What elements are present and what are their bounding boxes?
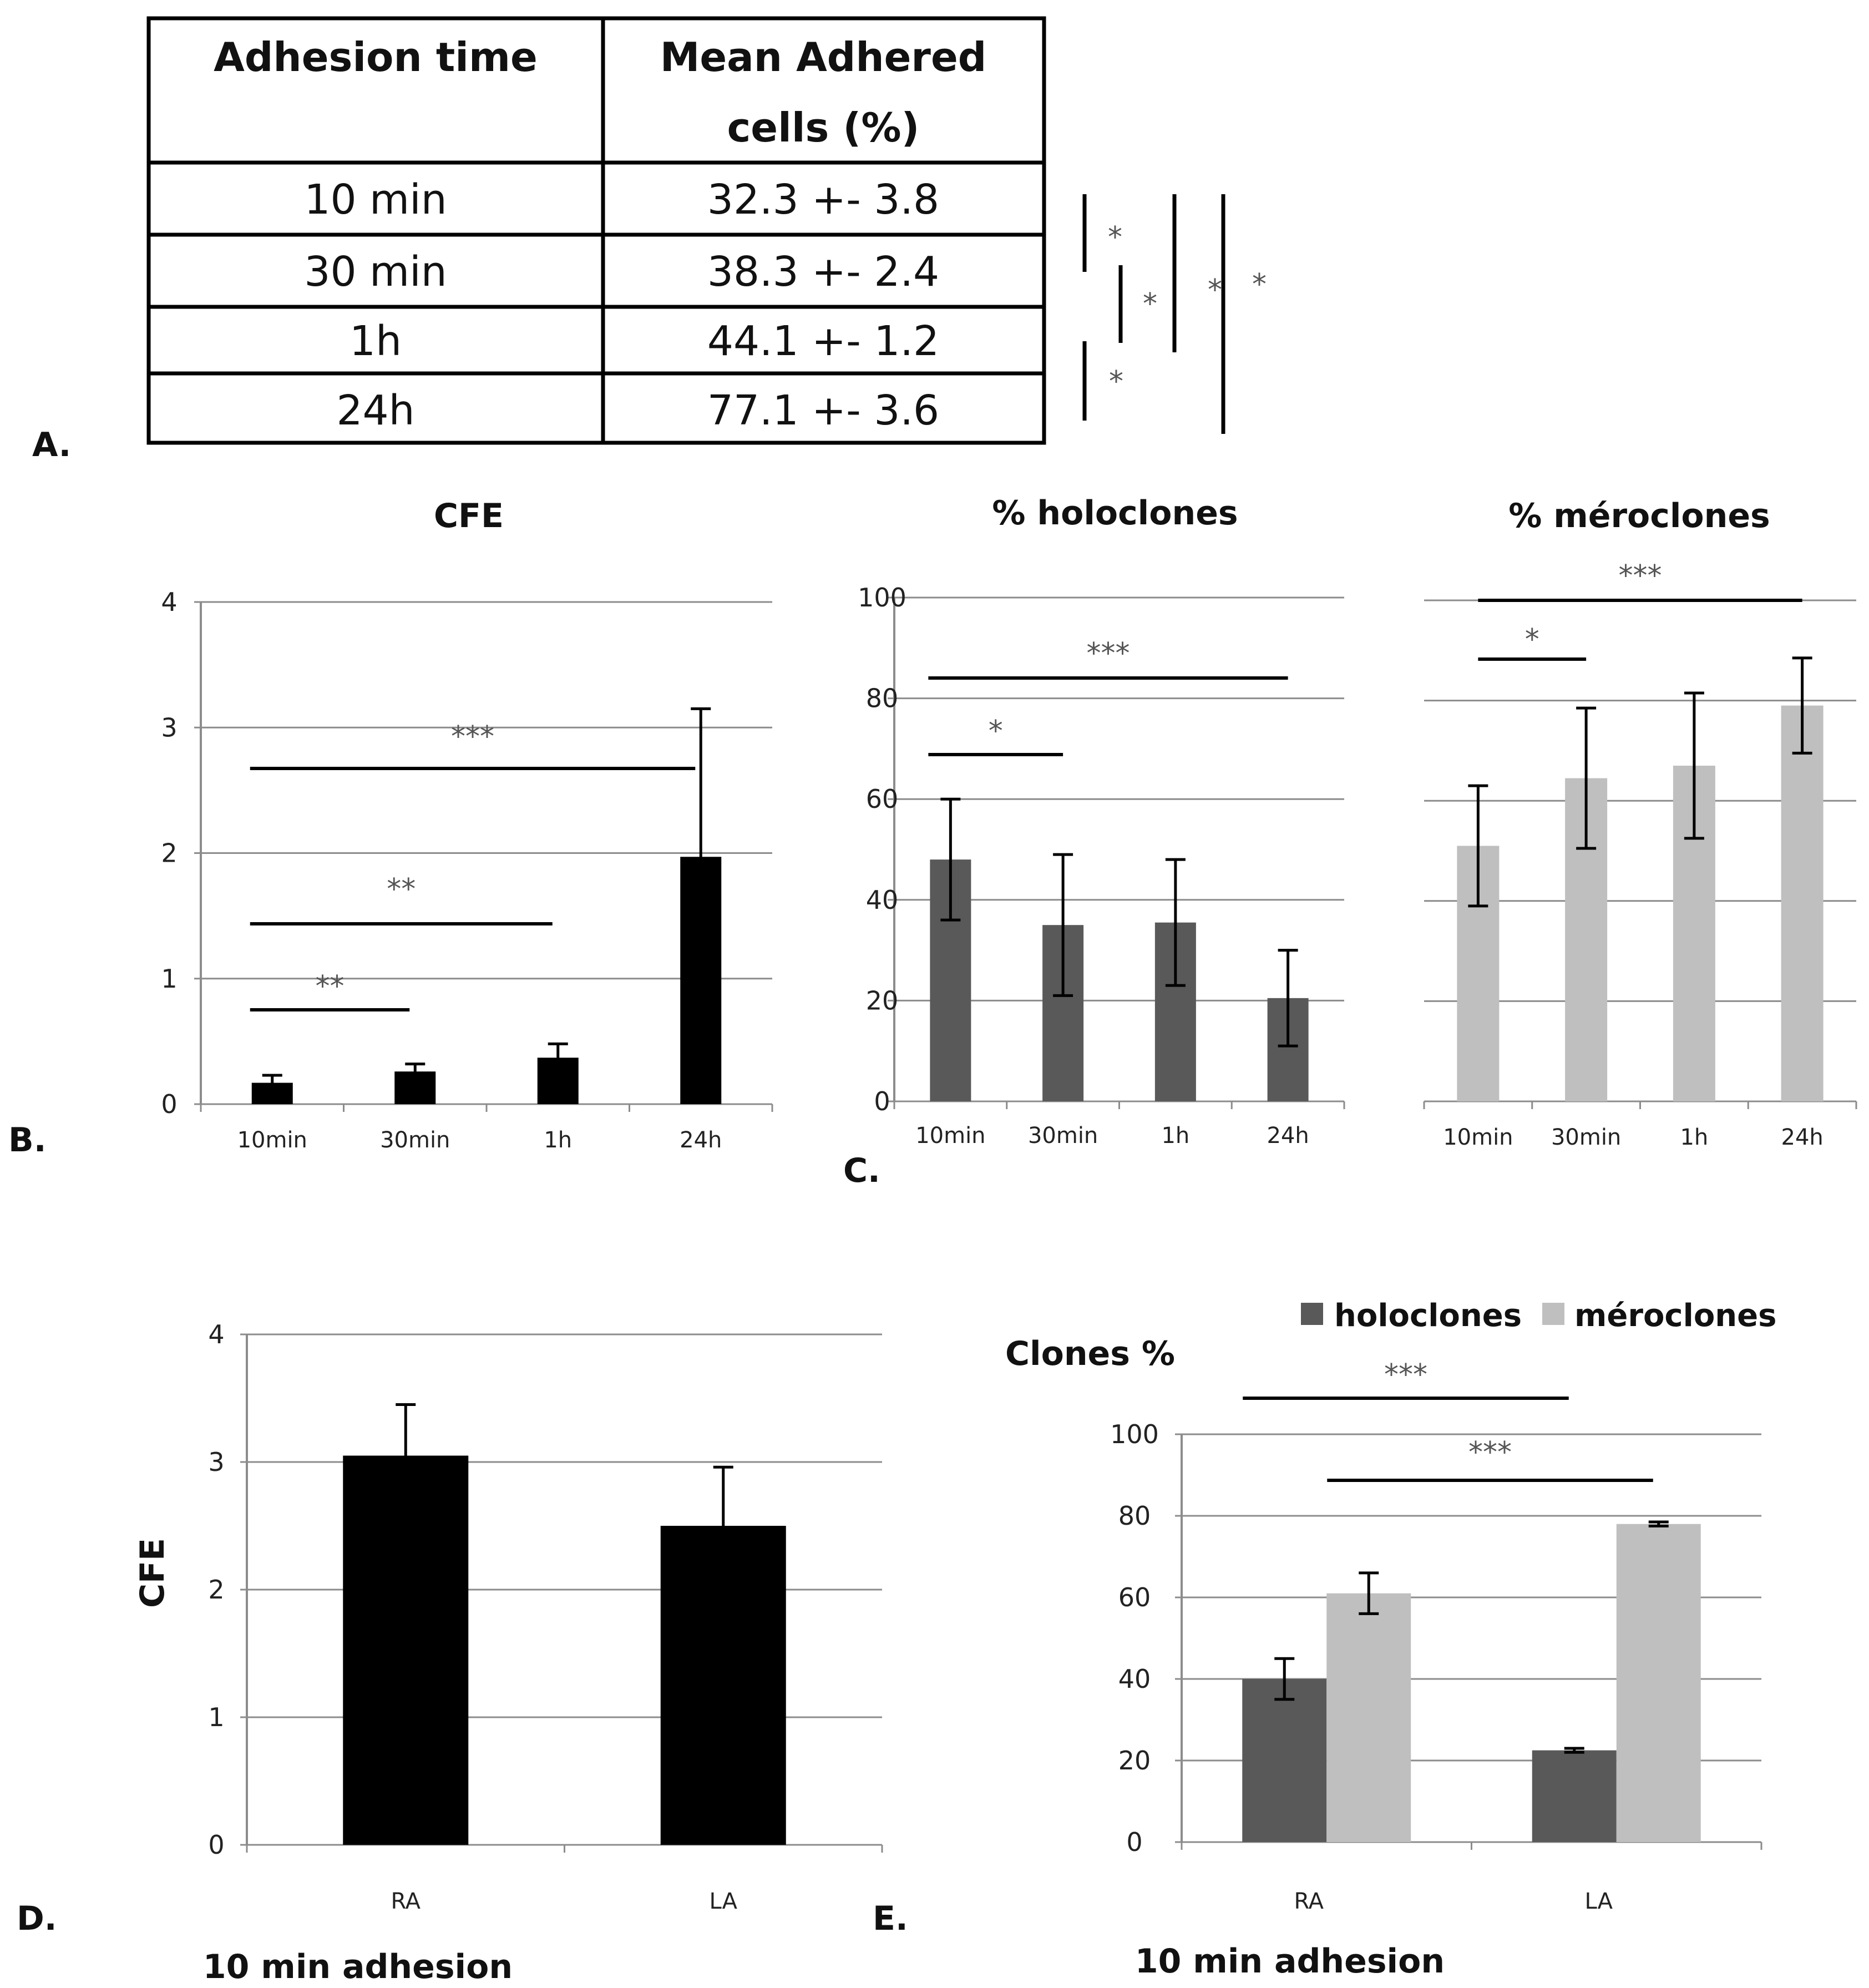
panel-label-d: D. (17, 1899, 57, 1938)
bar (1616, 1524, 1701, 1842)
y-tick-label: 2 (161, 838, 177, 868)
chart-title: Clones % (1005, 1334, 1175, 1373)
chart-meroclones: 10min 30min 1h 24h% méroclones**** (1423, 497, 1857, 1150)
significance-stars: *** (1087, 637, 1130, 670)
significance-stars: * (989, 715, 1003, 748)
table-header-mean-unit: cells (%) (727, 104, 920, 151)
legend-swatch-meroclones (1542, 1303, 1564, 1325)
x-tick-label: LA (1584, 1889, 1613, 1914)
x-tick-label: 1h (544, 1127, 572, 1153)
x-tick-label: 10min (237, 1127, 307, 1153)
bar (1242, 1679, 1327, 1842)
x-tick-label: 30min (380, 1127, 450, 1153)
y-tick-label: 40 (866, 885, 899, 915)
y-tick-label: 4 (208, 1319, 224, 1349)
panel-label-e: E. (873, 1899, 908, 1938)
table-cell-value: 38.3 +- 2.4 (707, 248, 939, 296)
chart-title: CFE (434, 497, 504, 535)
y-axis-title: CFE (133, 1538, 172, 1608)
y-tick-label: 80 (1118, 1501, 1151, 1531)
table-cell-value: 32.3 +- 3.8 (707, 176, 939, 224)
y-tick-label: 20 (866, 985, 899, 1015)
chart-holoclones: 0 20 40 60 80 100 10min 30min 1h 24h % holoclones *… (858, 494, 1345, 1149)
y-tick-label: 40 (1118, 1664, 1151, 1694)
x-tick-label: 1h (1161, 1123, 1189, 1149)
table-sig-star: * (1208, 274, 1222, 307)
y-tick-label: 100 (858, 583, 906, 613)
x-tick-label: 30min (1028, 1123, 1098, 1149)
bar (1532, 1750, 1617, 1842)
table-cell-value: 44.1 +- 1.2 (707, 317, 939, 365)
significance-stars: ** (316, 970, 345, 1003)
significance-stars: *** (1384, 1358, 1427, 1392)
panel-label-b: B. (8, 1121, 47, 1160)
y-tick-label: 4 (161, 587, 177, 617)
table-sig-star: * (1252, 268, 1267, 301)
x-tick-label: RA (391, 1889, 421, 1914)
table-cell-time: 30 min (304, 248, 447, 296)
x-axis-title: 10 min adhesion (1135, 1942, 1445, 1981)
chart-title: % holoclones (992, 494, 1238, 533)
table-header-time: Adhesion time (214, 34, 538, 80)
x-axis-title: 10 min adhesion (203, 1947, 513, 1986)
table-cell-time: 10 min (304, 176, 447, 224)
chart-title: % méroclones (1508, 497, 1770, 535)
y-tick-label: 0 (1126, 1827, 1142, 1857)
y-tick-label: 3 (161, 712, 177, 742)
panel-label-c: C. (843, 1151, 880, 1190)
legend-swatch-holoclones (1301, 1303, 1323, 1325)
x-tick-label: 10min (915, 1123, 985, 1149)
y-tick-label: 1 (208, 1702, 224, 1732)
legend-label-holoclones: holoclones (1334, 1298, 1522, 1334)
y-tick-label: 20 (1118, 1746, 1151, 1775)
bar (1781, 705, 1824, 1101)
y-tick-label: 60 (866, 784, 899, 814)
x-tick-label: LA (709, 1889, 737, 1914)
y-tick-label: 0 (161, 1089, 177, 1119)
table-border (146, 16, 1046, 445)
chart-cfe-ra-la: 0 1 2 3 4 RA LA CFE 10 min adhesion (133, 1319, 883, 1986)
panel-label-a: A. (32, 426, 71, 464)
significance-stars: *** (1468, 1436, 1512, 1469)
x-tick-label: 1h (1680, 1125, 1708, 1150)
bar (1326, 1593, 1411, 1842)
chart-clones-ra-la: 0 20 40 60 80 100 RA LA holoclones méroclones Clon… (1005, 1298, 1776, 1981)
y-tick-label: 100 (1110, 1419, 1159, 1449)
table-header-mean: Mean Adhered (660, 34, 987, 80)
x-tick-label: 24h (680, 1127, 722, 1153)
y-tick-label: 0 (208, 1830, 224, 1860)
bar (343, 1455, 469, 1845)
table-cell-time: 24h (336, 387, 414, 434)
y-tick-label: 1 (161, 964, 177, 994)
table-sig-star: * (1108, 221, 1122, 254)
significance-stars: *** (1619, 559, 1662, 593)
significance-stars: *** (451, 720, 494, 753)
y-tick-label: 3 (208, 1447, 224, 1477)
x-tick-label: RA (1294, 1889, 1324, 1914)
y-tick-label: 60 (1118, 1582, 1151, 1612)
legend-label-meroclones: méroclones (1574, 1298, 1776, 1334)
y-tick-label: 0 (874, 1086, 890, 1116)
y-tick-label: 2 (208, 1575, 224, 1605)
x-tick-label: 10min (1443, 1125, 1513, 1150)
x-tick-label: 24h (1781, 1125, 1824, 1150)
x-tick-label: 30min (1551, 1125, 1621, 1150)
x-tick-label: 24h (1267, 1123, 1309, 1149)
table-cell-value: 77.1 +- 3.6 (707, 387, 939, 434)
y-tick-label: 80 (866, 684, 899, 714)
significance-stars: ** (387, 873, 416, 906)
table-cell-time: 1h (350, 317, 402, 365)
significance-stars: * (1525, 623, 1539, 656)
table-sig-star: * (1143, 287, 1157, 321)
table-sig-star: * (1109, 365, 1123, 398)
adhesion-table: Adhesion time Mean Adhered cells (%) 10 … (146, 16, 1267, 445)
